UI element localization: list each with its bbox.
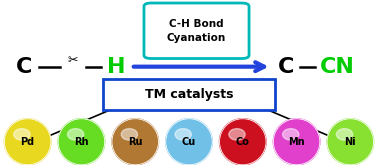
Text: C: C bbox=[278, 57, 295, 77]
Ellipse shape bbox=[5, 119, 51, 165]
Text: C-H Bond
Cyanation: C-H Bond Cyanation bbox=[167, 19, 226, 43]
Ellipse shape bbox=[175, 129, 191, 140]
Text: TM catalysts: TM catalysts bbox=[145, 88, 233, 101]
Ellipse shape bbox=[229, 129, 245, 140]
Text: Co: Co bbox=[236, 137, 250, 147]
Ellipse shape bbox=[336, 129, 353, 140]
Text: Ru: Ru bbox=[128, 137, 143, 147]
FancyBboxPatch shape bbox=[103, 79, 275, 110]
Ellipse shape bbox=[283, 129, 299, 140]
Ellipse shape bbox=[121, 129, 138, 140]
Text: Pd: Pd bbox=[20, 137, 35, 147]
Ellipse shape bbox=[327, 119, 373, 165]
Text: ✂: ✂ bbox=[67, 54, 78, 67]
Ellipse shape bbox=[58, 119, 105, 165]
Text: Rh: Rh bbox=[74, 137, 89, 147]
Text: CN: CN bbox=[320, 57, 355, 77]
Text: Ni: Ni bbox=[344, 137, 356, 147]
FancyBboxPatch shape bbox=[144, 3, 249, 59]
Ellipse shape bbox=[166, 119, 212, 165]
Ellipse shape bbox=[14, 129, 30, 140]
Text: C: C bbox=[16, 57, 32, 77]
Ellipse shape bbox=[220, 119, 266, 165]
Text: Mn: Mn bbox=[288, 137, 305, 147]
Text: H: H bbox=[107, 57, 125, 77]
Ellipse shape bbox=[68, 129, 84, 140]
Ellipse shape bbox=[112, 119, 158, 165]
Text: Cu: Cu bbox=[182, 137, 196, 147]
Ellipse shape bbox=[273, 119, 320, 165]
